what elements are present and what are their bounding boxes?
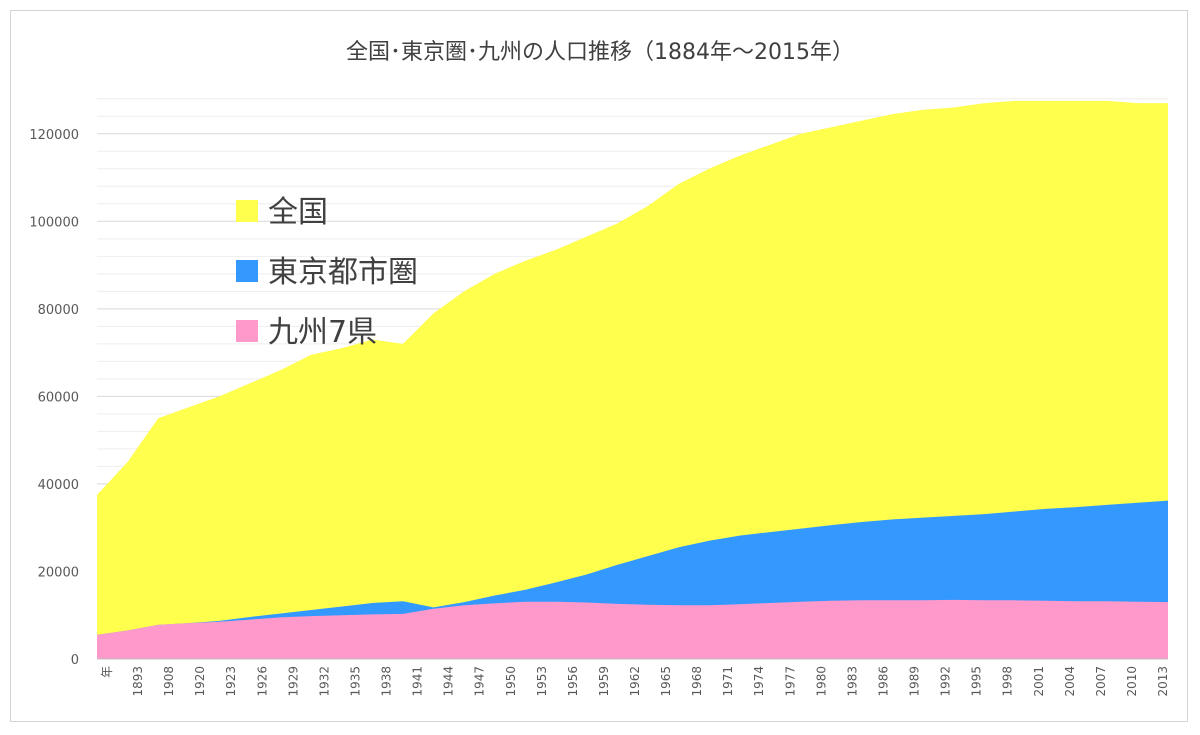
x-tick-label: 1908 — [162, 666, 176, 697]
x-tick-label: 1893 — [131, 666, 145, 697]
y-tick-label: 120000 — [29, 128, 79, 143]
x-tick-label: 2007 — [1094, 666, 1108, 697]
x-tick-label: 1923 — [224, 666, 238, 697]
x-tick-label: 2001 — [1032, 666, 1046, 697]
x-tick-label: 1980 — [814, 666, 828, 697]
series-areas — [97, 100, 1168, 659]
axes: 0 20000 40000 60000 80000 100000 120000 年 1893 19… — [29, 128, 1170, 697]
x-tick-label: 2004 — [1063, 666, 1077, 697]
x-tick-label: 1992 — [939, 666, 953, 697]
y-tick-label: 100000 — [29, 215, 79, 230]
y-tick-label: 80000 — [38, 303, 79, 318]
x-tick-label: 1947 — [473, 666, 487, 697]
x-tick-label: 1965 — [659, 666, 673, 697]
x-tick-label: 1986 — [876, 666, 890, 697]
x-tick-label: 1983 — [845, 666, 859, 697]
x-tick-label: 1944 — [442, 666, 456, 697]
legend-label: 東京都市圏 — [268, 255, 418, 290]
x-tick-label: 1929 — [286, 666, 300, 697]
x-tick-label: 1932 — [317, 666, 331, 697]
x-tick-label: 1938 — [380, 666, 394, 697]
chart-title: 全国･東京圏･九州の人口推移（1884年～2015年） — [346, 40, 854, 65]
x-tick-label: 1920 — [193, 666, 207, 697]
x-tick-label: 1959 — [597, 666, 611, 697]
x-tick-label: 1971 — [721, 666, 735, 697]
x-tick-label: 1926 — [255, 666, 269, 697]
x-tick-label: 1941 — [411, 666, 425, 697]
x-tick-label: 1953 — [535, 666, 549, 697]
x-tick-label: 2013 — [1156, 666, 1170, 697]
x-tick-label: 1995 — [970, 666, 984, 697]
x-tick-label: 1998 — [1001, 666, 1015, 697]
x-tick-label: 年 — [100, 666, 114, 678]
x-tick-label: 1950 — [504, 666, 518, 697]
x-tick-label: 1974 — [752, 666, 766, 697]
y-tick-label: 40000 — [38, 478, 79, 493]
legend-swatch — [236, 260, 258, 282]
y-tick-label: 60000 — [38, 390, 79, 405]
x-tick-label: 1989 — [908, 666, 922, 697]
x-tick-label: 1962 — [628, 666, 642, 697]
y-tick-label: 0 — [71, 653, 79, 668]
x-tick-label: 1956 — [566, 666, 580, 697]
legend-swatch — [236, 200, 258, 222]
series-area-2 — [97, 599, 1168, 659]
x-tick-label: 1977 — [783, 666, 797, 697]
x-tick-label: 1935 — [348, 666, 362, 697]
x-tick-label: 2010 — [1125, 666, 1139, 697]
x-tick-label: 1968 — [690, 666, 704, 697]
y-tick-label: 20000 — [38, 565, 79, 580]
legend-label: 全国 — [268, 195, 328, 230]
legend-swatch — [236, 320, 258, 342]
legend-label: 九州7県 — [268, 315, 377, 350]
